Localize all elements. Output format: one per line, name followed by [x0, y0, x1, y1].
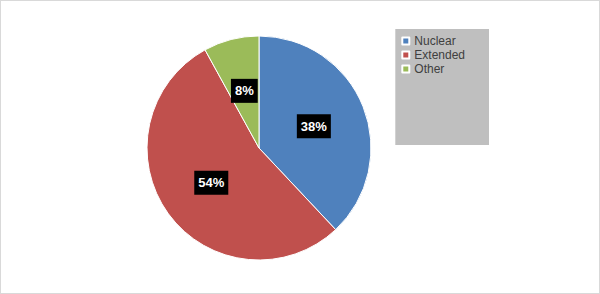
svg-text:38%: 38% [301, 119, 327, 134]
svg-text:Other: Other [414, 62, 444, 76]
svg-text:54%: 54% [198, 175, 224, 190]
svg-text:Nuclear: Nuclear [414, 34, 455, 48]
svg-text:Extended: Extended [414, 48, 465, 62]
svg-text:8%: 8% [235, 83, 254, 98]
